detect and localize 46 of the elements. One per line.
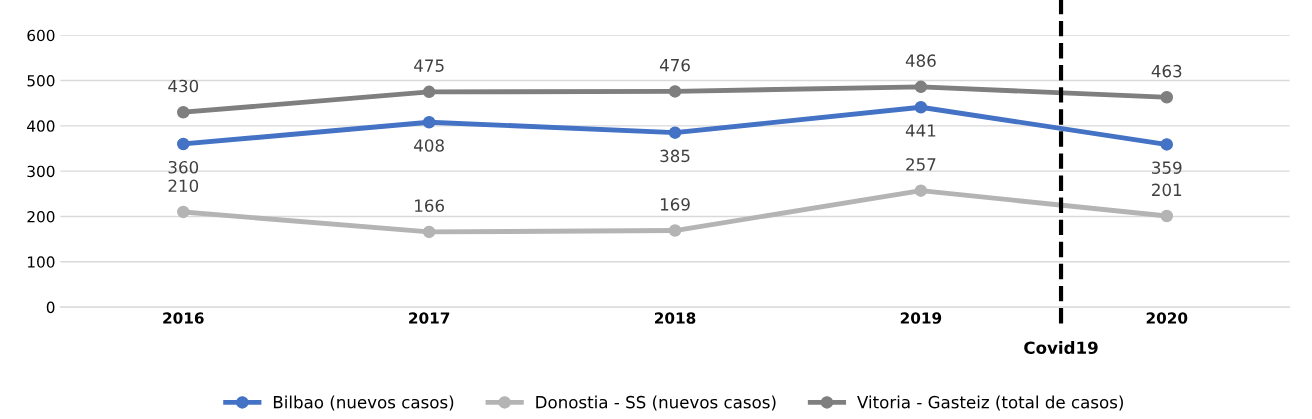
data-label: 385 bbox=[660, 149, 690, 163]
point bbox=[668, 224, 682, 237]
data-label: 169 bbox=[660, 198, 690, 211]
point bbox=[422, 85, 436, 99]
data-label: 475 bbox=[414, 59, 444, 72]
y-tick-label: 300 bbox=[27, 165, 55, 178]
point bbox=[914, 80, 928, 94]
data-label: 430 bbox=[168, 79, 199, 93]
data-label: 166 bbox=[415, 199, 445, 212]
x-tick-label: 2018 bbox=[654, 312, 696, 324]
point bbox=[177, 105, 190, 119]
y-tick-label: 200 bbox=[27, 210, 55, 223]
data-label: 360 bbox=[168, 160, 199, 174]
point bbox=[177, 137, 190, 151]
point bbox=[177, 205, 190, 219]
data-label: 201 bbox=[1152, 183, 1182, 197]
data-label: 210 bbox=[168, 179, 199, 193]
data-label: 476 bbox=[659, 58, 690, 72]
legend-label: Bilbao (nuevos casos) bbox=[273, 395, 454, 411]
y-tick-label: 500 bbox=[27, 74, 55, 87]
data-label: 441 bbox=[905, 124, 936, 137]
data-label: 463 bbox=[1151, 64, 1182, 78]
point bbox=[422, 225, 436, 239]
y-tick-label: 400 bbox=[27, 120, 55, 132]
data-label: 257 bbox=[906, 158, 936, 171]
point bbox=[914, 184, 928, 197]
point bbox=[1160, 91, 1174, 104]
data-label: 408 bbox=[414, 139, 444, 152]
data-label: 486 bbox=[905, 54, 936, 67]
point bbox=[668, 126, 682, 139]
y-tick-label: 0 bbox=[46, 301, 55, 314]
ref-line-label: Covid19 bbox=[1024, 341, 1098, 355]
x-tick-label: 2020 bbox=[1146, 312, 1188, 324]
y-tick-label: 600 bbox=[27, 29, 55, 42]
point bbox=[422, 115, 436, 129]
x-tick-label: 2019 bbox=[900, 312, 942, 324]
x-tick-label: 2017 bbox=[409, 312, 450, 324]
y-tick-label: 100 bbox=[28, 256, 55, 268]
point bbox=[1160, 138, 1174, 151]
legend-label: Vitoria - Gasteiz (total de casos) bbox=[857, 395, 1123, 411]
point bbox=[914, 101, 928, 114]
x-tick-label: 2016 bbox=[163, 312, 204, 324]
legend-label: Donostia - SS (nuevos casos) bbox=[536, 395, 776, 411]
point bbox=[1160, 209, 1174, 223]
point bbox=[668, 85, 682, 98]
data-label: 359 bbox=[1152, 161, 1182, 174]
